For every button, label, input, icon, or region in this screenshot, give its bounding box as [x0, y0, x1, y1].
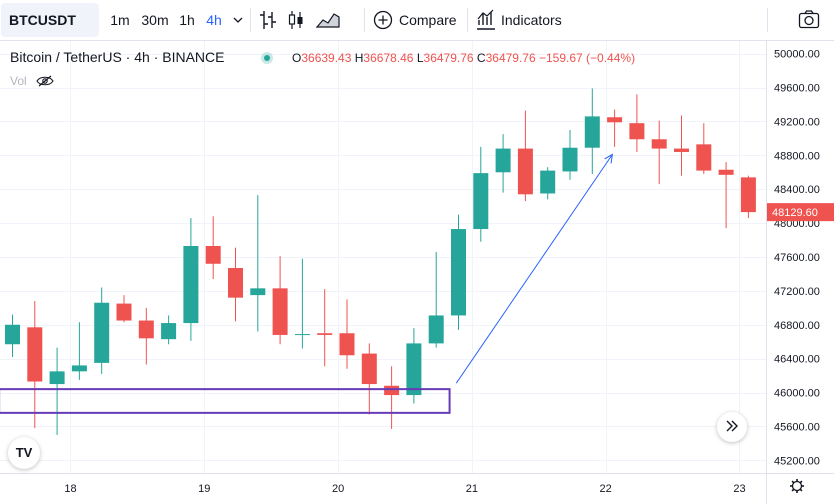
volume-label: Vol — [10, 74, 27, 88]
last-price-label: 48129.60 — [772, 207, 818, 219]
high-value: 36678.46 — [363, 51, 414, 65]
candle-body — [451, 229, 466, 316]
indicators-button[interactable]: Indicators — [501, 12, 562, 28]
camera-icon[interactable] — [795, 3, 823, 37]
candle-body — [718, 169, 734, 175]
price-axis-label: 46400.00 — [774, 354, 820, 366]
candle-body — [294, 334, 310, 336]
candle-body — [384, 385, 400, 396]
price-axis-label: 49600.00 — [774, 83, 820, 95]
candle-body — [696, 144, 712, 171]
market-open-status-icon — [261, 52, 273, 64]
eye-hidden-icon[interactable] — [36, 75, 54, 87]
tradingview-logo[interactable]: TV — [8, 437, 40, 469]
rectangle-drawing[interactable] — [0, 388, 451, 414]
price-axis-label: 48400.00 — [774, 184, 820, 196]
interval-1m-button[interactable]: 1m — [110, 12, 130, 28]
candle-body — [317, 333, 333, 335]
price-axis-label: 47200.00 — [774, 286, 820, 298]
candle-body — [495, 148, 511, 173]
price-axis-label: 48800.00 — [774, 150, 820, 162]
candle-body — [428, 315, 444, 344]
interval-30m-button[interactable]: 30m — [141, 12, 169, 28]
interval-1h-button[interactable]: 1h — [179, 12, 195, 28]
candle-body — [272, 288, 288, 335]
candle-body — [49, 371, 65, 385]
candle-body — [406, 343, 422, 396]
open-value: 36639.43 — [301, 51, 352, 65]
candle-body — [138, 320, 154, 339]
top-toolbar: BTCUSDT 1m 30m 1h 4h Compare Indicators — [0, 0, 834, 41]
time-axis-label: 22 — [600, 483, 612, 495]
price-axis-label: 45600.00 — [774, 421, 820, 433]
price-axis-label: 49200.00 — [774, 116, 820, 128]
compare-plus-icon[interactable] — [372, 3, 394, 37]
candle-body — [205, 245, 221, 264]
candle-body — [183, 245, 199, 324]
scroll-to-realtime-button[interactable] — [717, 412, 747, 442]
candle-body — [339, 333, 355, 356]
time-axis-label: 20 — [332, 483, 344, 495]
candle-body — [629, 123, 645, 140]
low-value: 36479.76 — [423, 51, 474, 65]
candle-body — [473, 173, 489, 230]
high-key: H — [354, 51, 364, 65]
time-axis-label: 19 — [198, 483, 210, 495]
open-key: O — [292, 51, 302, 65]
volume-legend: Vol — [10, 74, 54, 88]
candle-body — [71, 365, 87, 372]
candle-body — [161, 323, 177, 340]
low-key: L — [416, 51, 424, 65]
last-price-tag — [767, 203, 834, 222]
time-axis-label: 21 — [466, 483, 478, 495]
candle-body — [27, 327, 43, 382]
time-axis-label: 23 — [733, 483, 745, 495]
double-chevron-right-icon — [726, 420, 738, 432]
price-axis-label: 46000.00 — [774, 388, 820, 400]
candle-body — [116, 303, 132, 321]
price-axis-label: 50000.00 — [774, 49, 820, 61]
candle-body — [584, 116, 600, 148]
candle-body — [5, 324, 20, 345]
settings-gear-icon[interactable] — [790, 479, 804, 493]
candle-body — [228, 268, 243, 298]
price-axis-label: 46800.00 — [774, 320, 820, 332]
interval-4h-button[interactable]: 4h — [206, 12, 222, 28]
interval-dropdown-chevron-icon[interactable] — [229, 3, 247, 37]
candle-style-icon[interactable] — [283, 3, 309, 37]
candle-body — [250, 288, 266, 296]
close-value: 36479.76 — [485, 51, 536, 65]
series-title: Bitcoin / TetherUS · 4h · BINANCE — [10, 49, 225, 65]
candle-body — [740, 177, 756, 213]
arrow-head — [604, 153, 614, 164]
candle-body — [562, 147, 578, 172]
candle-body — [517, 148, 533, 195]
price-axis-label: 47600.00 — [774, 252, 820, 264]
arrow-drawing[interactable] — [455, 154, 613, 384]
close-key: C — [476, 51, 486, 65]
candle-body — [540, 170, 556, 194]
indicators-icon[interactable] — [475, 3, 497, 37]
change-value: −159.67 (−0.44%) — [539, 51, 636, 65]
candle-body — [94, 302, 110, 363]
candle-body — [361, 353, 377, 385]
area-style-icon[interactable] — [313, 3, 343, 37]
price-axis-label: 45200.00 — [774, 455, 820, 467]
bar-style-icon[interactable] — [255, 3, 281, 37]
symbol-search-button[interactable]: BTCUSDT — [1, 3, 99, 37]
compare-button[interactable]: Compare — [399, 12, 457, 28]
candle-body — [674, 148, 689, 152]
candle-body — [651, 139, 667, 149]
ohlc-legend: O36639.43 H36678.46 L36479.76 C36479.76 … — [292, 51, 635, 65]
candle-body — [607, 117, 623, 123]
time-axis-label: 18 — [64, 483, 76, 495]
